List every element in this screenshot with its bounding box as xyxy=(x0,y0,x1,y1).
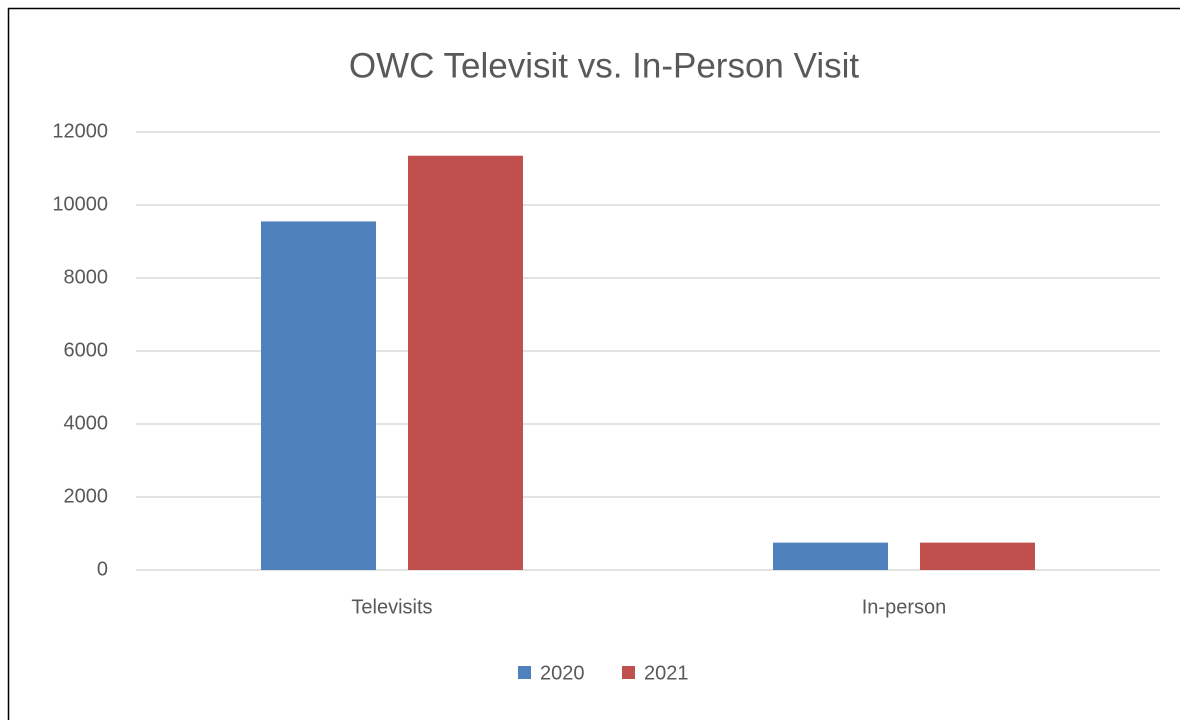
legend-label: 2020 xyxy=(540,662,585,684)
chart-title: OWC Televisit vs. In-Person Visit xyxy=(349,46,860,85)
x-tick-label: Televisits xyxy=(351,596,432,618)
chart-frame xyxy=(7,7,1180,720)
x-tick-label: In-person xyxy=(862,596,947,618)
bar xyxy=(408,155,523,570)
legend-swatch xyxy=(518,666,531,679)
legend-swatch xyxy=(622,666,635,679)
y-tick-label: 2000 xyxy=(64,485,109,507)
y-tick-label: 4000 xyxy=(64,412,109,434)
y-tick-label: 10000 xyxy=(52,193,108,215)
y-tick-label: 6000 xyxy=(64,339,109,361)
y-tick-label: 12000 xyxy=(52,120,108,142)
legend-label: 2021 xyxy=(644,662,689,684)
y-tick-label: 8000 xyxy=(64,266,109,288)
bar xyxy=(920,542,1035,570)
bar xyxy=(261,221,376,571)
bar xyxy=(773,542,888,570)
y-tick-label: 0 xyxy=(97,558,108,580)
